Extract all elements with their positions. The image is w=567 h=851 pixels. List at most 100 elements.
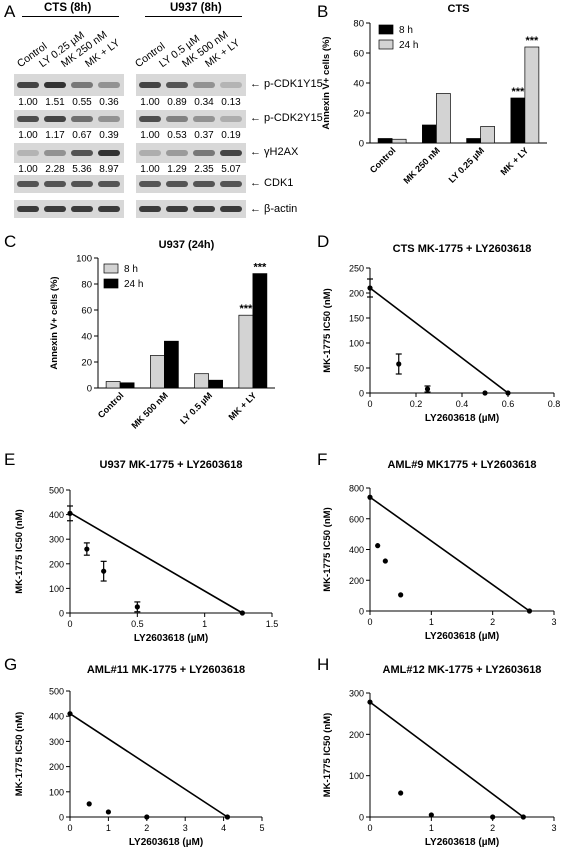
y-axis-label: MK-1775 IC50 (nM): [14, 509, 25, 593]
data-point: [86, 801, 92, 807]
x-category-label: LY 0.5 µM: [178, 390, 214, 426]
x-tick-label: 2: [490, 617, 495, 627]
quant-value: 0.37: [194, 130, 214, 141]
x-axis-label: LY2603618 (µM): [425, 413, 499, 424]
band: [71, 181, 93, 187]
quant-value: 1.00: [18, 164, 38, 175]
y-axis-label: MK-1775 IC50 (nM): [322, 507, 333, 591]
y-tick-label: 20: [81, 358, 92, 369]
legend-label: 24 h: [399, 40, 418, 51]
bar: [252, 273, 268, 389]
additivity-line: [69, 511, 243, 614]
blot-strip-cdk1-cts: [14, 175, 124, 193]
legend-swatch: [378, 39, 394, 50]
quant-value: 1.00: [140, 130, 160, 141]
y-tick-label: 400: [349, 545, 364, 555]
data-point: [520, 814, 526, 820]
data-point: [224, 814, 231, 820]
band: [139, 206, 161, 212]
y-axis-label: MK-1775 IC50 (nM): [322, 288, 333, 372]
chart-title: AML#12 MK-1775 + LY2603618: [383, 664, 542, 676]
y-tick-label: 200: [349, 289, 364, 299]
band: [166, 116, 188, 122]
blot-group-title-cts: CTS (8h): [44, 2, 92, 14]
bar: [466, 138, 481, 144]
x-category-label: LY 0.25 µM: [447, 145, 486, 184]
data-point: [505, 390, 511, 396]
protein-label-p-cdk1: ← p-CDK1Y15: [250, 78, 323, 90]
bar: [150, 355, 165, 389]
quant-value: 5.07: [221, 164, 241, 175]
y-tick-label: 300: [49, 737, 64, 747]
quant-value: 0.36: [99, 97, 119, 108]
blot-strip-p-cdk2-u937: [136, 110, 246, 128]
significance-label: ***: [511, 86, 525, 98]
quant-value: 2.35: [194, 164, 214, 175]
y-tick-label: 100: [76, 254, 92, 265]
band: [71, 150, 93, 156]
band: [44, 181, 66, 187]
data-point: [424, 386, 431, 392]
x-tick-label: 3: [551, 617, 556, 627]
x-category-label: MK + LY: [499, 145, 531, 177]
y-tick-label: 0: [87, 384, 92, 395]
chart-title: CTS: [448, 3, 470, 15]
additivity-line: [69, 713, 228, 818]
x-axis-label: LY2603618 (µM): [134, 633, 208, 644]
blot-strip-h2ax-u937: [136, 143, 246, 163]
bar: [208, 379, 223, 389]
y-tick-label: 0: [359, 139, 364, 150]
isobologram-aml11: AML#11 MK-1775 + LY2603618 0 100 200 300 400 5…: [14, 664, 265, 848]
x-tick-label: 0: [367, 617, 372, 627]
y-tick-label: 600: [349, 514, 364, 524]
bar: [480, 126, 495, 144]
legend-label: 8 h: [124, 264, 138, 275]
y-axis-label: Annexin V+ cells (%): [49, 276, 60, 369]
band: [44, 150, 66, 156]
data-point: [482, 390, 488, 396]
y-axis-label: MK-1775 IC50 (nM): [14, 712, 25, 796]
quant-value: 1.00: [18, 97, 38, 108]
x-tick-label: 0.2: [410, 399, 423, 409]
quant-value: 1.00: [140, 97, 160, 108]
y-tick-label: 60: [353, 49, 364, 60]
bar: [164, 340, 179, 389]
x-tick-label: 0.8: [548, 399, 561, 409]
band: [220, 181, 242, 187]
quant-value: 0.13: [221, 97, 241, 108]
y-tick-label: 100: [349, 339, 364, 349]
data-point: [105, 809, 111, 815]
panel-label-a: A: [4, 2, 16, 21]
band: [98, 206, 120, 212]
band: [71, 206, 93, 212]
x-category-label: Control: [368, 145, 398, 175]
blot-group-underline-u937: [145, 16, 242, 17]
legend-swatch: [378, 24, 394, 35]
x-tick-label: 0.6: [502, 399, 515, 409]
legend-label: 24 h: [124, 279, 143, 290]
bar: [377, 138, 393, 144]
quant-value: 5.36: [72, 164, 92, 175]
x-tick-label: 0: [367, 823, 372, 833]
quant-value: 1.17: [45, 130, 65, 141]
band: [193, 82, 215, 88]
y-tick-label: 250: [349, 264, 364, 274]
y-tick-label: 200: [49, 559, 64, 569]
x-tick-label: 0: [367, 399, 372, 409]
x-axis-label: LY2603618 (µM): [425, 837, 499, 848]
y-tick-label: 40: [353, 79, 364, 90]
x-axis-label: LY2603618 (µM): [129, 837, 203, 848]
chart-title: U937 (24h): [159, 239, 215, 251]
y-tick-label: 400: [49, 712, 64, 722]
quant-value: 0.19: [221, 130, 241, 141]
x-category-label: MK 500 nM: [129, 390, 169, 430]
band: [139, 82, 161, 88]
y-tick-label: 60: [81, 306, 92, 317]
band: [17, 181, 39, 187]
y-tick-label: 0: [59, 609, 64, 619]
y-tick-label: 200: [349, 576, 364, 586]
data-point: [428, 812, 434, 818]
data-point: [367, 494, 373, 500]
y-tick-label: 800: [349, 484, 364, 494]
